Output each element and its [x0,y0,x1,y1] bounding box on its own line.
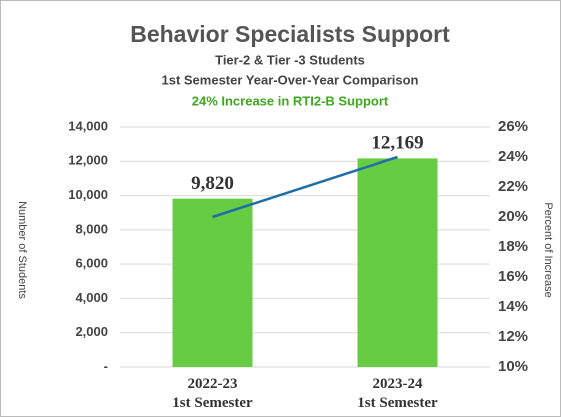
line [212,155,398,219]
y-axis-label: Number of Students [16,201,28,299]
x-tick-label: 2023-24 1st Semester [357,376,438,411]
y2-tick-label: 24% [498,148,528,165]
data-label: 12,169 [371,133,423,154]
y2-tick-label: 12% [498,328,528,345]
y-tick-label: 10,000 [68,187,108,202]
chart-title: Behavior Specialists Support [130,21,450,47]
x-tick-label: 2022-23 1st Semester [172,376,253,411]
y-tick-label: 4,000 [75,290,108,305]
y2-tick-label: 14% [498,298,528,315]
y2-tick-label: 26% [498,118,528,135]
y-tick-label: 14,000 [68,118,108,133]
y-tick-label: 12,000 [68,153,108,168]
y2-tick-label: 16% [498,268,528,285]
y2-tick-label: 22% [498,178,528,195]
bar [357,158,438,367]
chart-highlight: 24% Increase in RTI2-B Support [192,93,389,108]
y-tick-label: - [104,358,108,373]
chart-subtitle: Tier-2 & Tier -3 Students [215,52,365,67]
y-tick-label: 2,000 [75,324,108,339]
y2-axis-label: Percent of Increase [542,202,554,297]
y-tick-label: 6,000 [75,256,108,271]
y-tick-label: 8,000 [75,221,108,236]
data-label: 9,820 [191,173,234,194]
y2-tick-label: 20% [498,208,528,225]
y2-tick-label: 18% [498,238,528,255]
y2-tick-label: 10% [498,358,528,375]
chart-subtitle: 1st Semester Year-Over-Year Comparison [161,72,418,87]
bar [172,198,253,367]
